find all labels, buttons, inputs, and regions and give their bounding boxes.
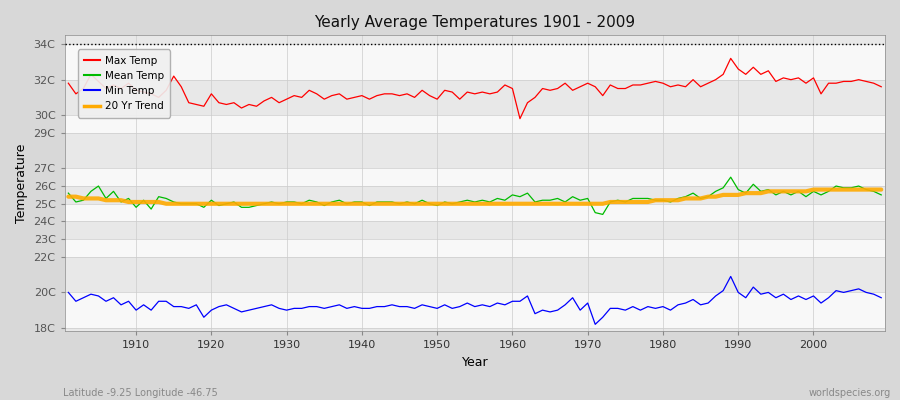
Bar [65,80,885,115]
Bar [65,35,885,44]
Bar [65,204,885,222]
Bar [65,222,885,239]
Bar [65,168,885,186]
Bar [65,257,885,292]
Text: worldspecies.org: worldspecies.org [809,388,891,398]
Bar [65,133,885,168]
Legend: Max Temp, Mean Temp, Min Temp, 20 Yr Trend: Max Temp, Mean Temp, Min Temp, 20 Yr Tre… [78,50,170,118]
Bar [65,186,885,204]
Title: Yearly Average Temperatures 1901 - 2009: Yearly Average Temperatures 1901 - 2009 [314,15,635,30]
Bar [65,239,885,257]
X-axis label: Year: Year [462,356,488,369]
Bar [65,115,885,133]
Y-axis label: Temperature: Temperature [15,144,28,223]
Text: Latitude -9.25 Longitude -46.75: Latitude -9.25 Longitude -46.75 [63,388,218,398]
Bar [65,292,885,328]
Bar [65,328,885,332]
Bar [65,44,885,80]
